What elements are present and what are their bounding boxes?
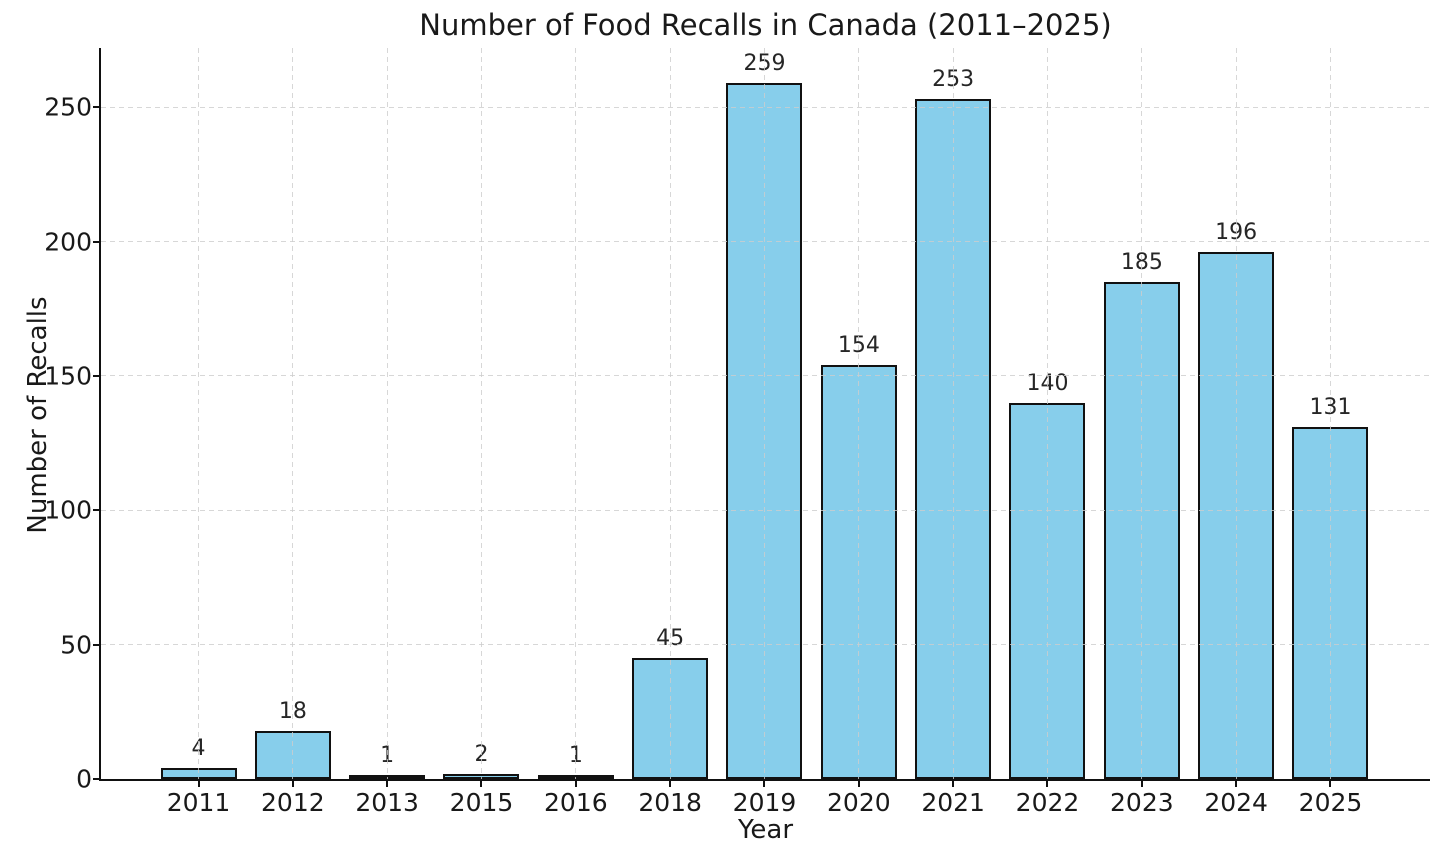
x-tick-mark	[857, 779, 860, 787]
bar-value-label: 253	[932, 67, 975, 93]
bar-value-label: 196	[1215, 220, 1258, 246]
bar-value-label: 140	[1026, 370, 1069, 396]
bar-value-label: 45	[656, 626, 685, 652]
y-tick-mark	[93, 374, 101, 377]
y-tick-label: 100	[44, 495, 92, 525]
x-tick-label: 2011	[166, 788, 231, 817]
bars-layer: 4 18 1 2 1 45 259 154 253 140 185 196 131	[101, 48, 1430, 779]
x-tick-mark	[1329, 779, 1332, 787]
y-tick-mark	[93, 778, 101, 780]
bar-value-label: 18	[278, 698, 307, 724]
bar	[1103, 281, 1180, 779]
bar	[443, 773, 520, 779]
y-tick-label: 200	[44, 227, 92, 256]
bar	[820, 365, 897, 779]
y-tick-mark	[93, 643, 101, 646]
x-tick-label: 2022	[1015, 788, 1080, 817]
plot-area: 4 18 1 2 1 45 259 154 253 140 185 196 131	[101, 48, 1430, 779]
x-tick-label: 2021	[921, 788, 985, 817]
x-tick-label: 2016	[544, 788, 608, 817]
chart-title: Number of Food Recalls in Canada (2011–2…	[419, 8, 1112, 42]
x-tick-mark	[574, 779, 577, 787]
bar	[726, 82, 803, 779]
x-tick-label: 2025	[1298, 788, 1363, 817]
bar	[349, 775, 426, 779]
x-tick-mark	[1140, 779, 1143, 787]
y-tick-mark	[93, 509, 101, 512]
x-tick-label: 2013	[355, 788, 419, 817]
y-tick-label: 0	[76, 764, 92, 794]
x-tick-mark	[952, 779, 955, 787]
bar	[254, 730, 331, 779]
x-tick-mark	[291, 779, 294, 787]
bar-value-label: 1	[380, 743, 395, 768]
x-tick-mark	[480, 779, 483, 787]
bar	[1292, 426, 1369, 779]
x-tick-label: 2012	[261, 788, 325, 817]
bar	[632, 658, 709, 779]
bar	[1009, 402, 1086, 779]
x-tick-mark	[669, 779, 672, 787]
bar-value-label: 1	[568, 743, 583, 768]
y-tick-mark	[93, 106, 101, 109]
y-tick-label: 50	[60, 630, 92, 660]
x-tick-label: 2019	[732, 788, 797, 817]
bar	[1198, 252, 1275, 779]
x-tick-mark	[1046, 779, 1049, 787]
x-tick-mark	[763, 779, 766, 787]
bar	[915, 99, 992, 779]
x-tick-label: 2020	[827, 788, 891, 817]
x-tick-mark	[386, 779, 389, 787]
y-tick-mark	[93, 240, 101, 243]
bar-value-label: 4	[191, 736, 206, 762]
x-tick-label: 2018	[638, 788, 702, 817]
bar	[160, 768, 237, 779]
x-tick-mark	[1235, 779, 1238, 787]
x-axis-label: Year	[737, 815, 794, 845]
bar-value-label: 2	[474, 741, 489, 767]
bar	[537, 775, 614, 779]
bar-value-label: 154	[837, 333, 880, 359]
y-axis-label: Number of Recalls	[23, 296, 53, 534]
bar-value-label: 185	[1120, 249, 1163, 275]
bar-value-label: 131	[1309, 394, 1352, 420]
y-tick-label: 150	[44, 361, 92, 391]
y-tick-label: 250	[44, 92, 92, 122]
bar-value-label: 259	[743, 50, 786, 76]
x-tick-label: 2024	[1204, 788, 1268, 817]
x-tick-label: 2015	[449, 788, 514, 817]
x-tick-label: 2023	[1110, 788, 1174, 817]
y-axis-spine	[99, 48, 101, 781]
x-tick-mark	[197, 779, 200, 787]
